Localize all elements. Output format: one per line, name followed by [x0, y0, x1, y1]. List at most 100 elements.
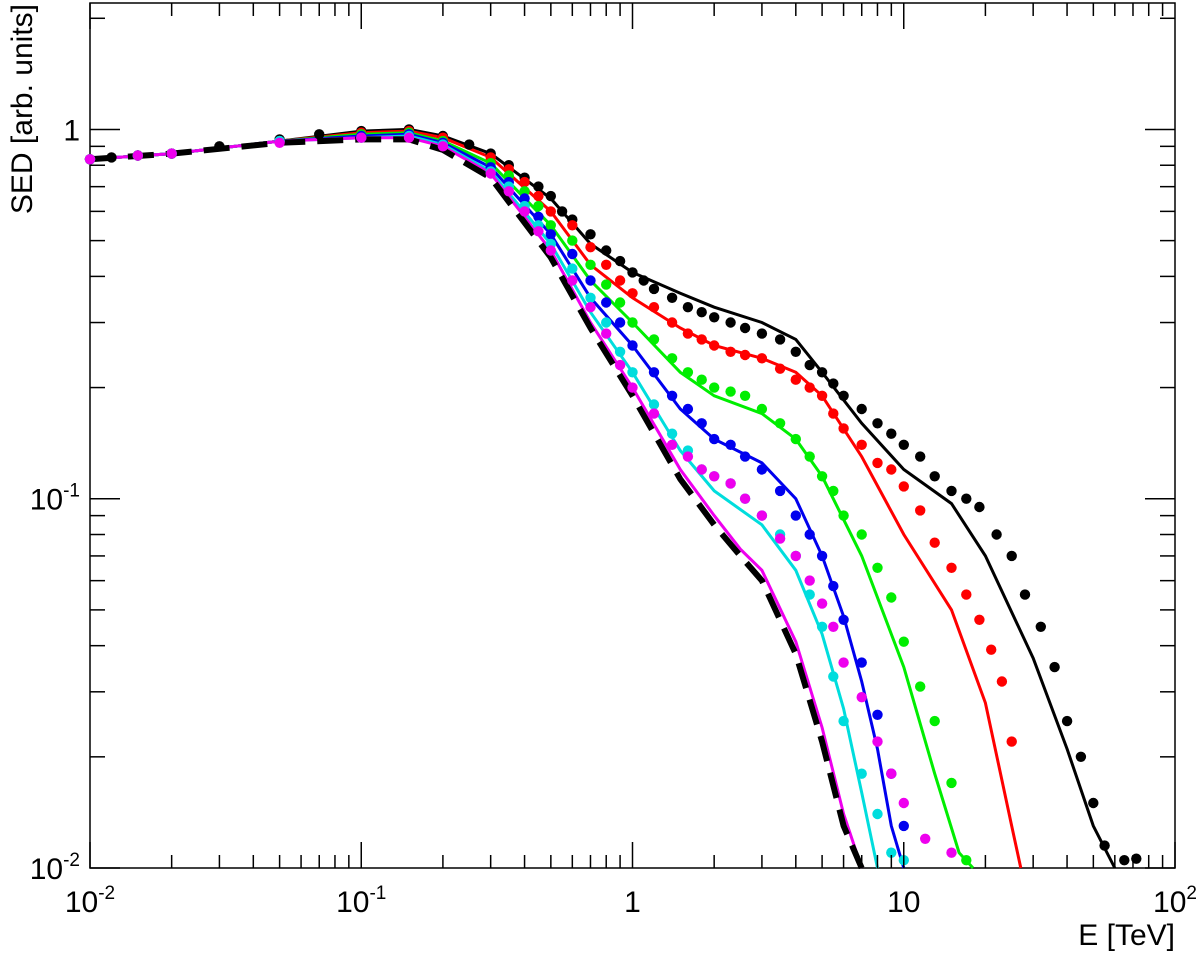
series-1-marker	[1019, 589, 1031, 600]
series-2-marker	[567, 220, 578, 231]
series-6-marker	[946, 847, 957, 858]
series-5-marker	[856, 768, 867, 779]
series-1-marker	[1119, 855, 1130, 866]
series-5-marker	[886, 847, 897, 858]
series-1-marker	[545, 190, 556, 202]
series-1-marker	[961, 493, 972, 504]
series-1-marker	[464, 139, 475, 150]
series-2-marker	[756, 353, 768, 364]
series-1-marker	[756, 328, 768, 339]
series-1-marker	[804, 359, 815, 371]
series-4-marker	[816, 550, 828, 562]
series-6-marker	[614, 359, 626, 371]
series-1-marker	[739, 322, 751, 334]
series-2-marker	[627, 288, 638, 299]
series-2-marker	[828, 408, 839, 419]
series-6-marker	[816, 598, 828, 609]
series-2-marker	[614, 275, 626, 286]
series-1-marker	[915, 451, 926, 462]
series-6-marker	[132, 150, 143, 161]
axis-ticks	[89, 3, 1176, 869]
series-6-marker	[774, 533, 786, 544]
series-2-marker	[898, 481, 909, 492]
series-1-marker	[1088, 797, 1099, 809]
series-1-marker	[627, 267, 638, 278]
series-6-marker	[696, 464, 707, 475]
series-6-marker	[533, 226, 544, 237]
series-6-marker	[682, 451, 694, 462]
series-4-marker	[682, 403, 694, 415]
series-4-marker	[533, 211, 544, 222]
series-2-marker	[886, 464, 897, 475]
series-3-marker	[725, 386, 736, 397]
series-6-marker	[627, 382, 638, 393]
series-4-marker	[545, 229, 556, 240]
series-3-marker	[886, 592, 897, 603]
series-3-marker	[614, 297, 626, 308]
series-1-marker	[106, 152, 117, 163]
series-1-marker	[648, 283, 660, 295]
series-4-marker	[739, 451, 751, 462]
series-1-marker	[1075, 751, 1087, 762]
series-4-marker	[804, 529, 815, 540]
x-tick-label: 1	[624, 886, 641, 919]
series-2-marker	[774, 363, 786, 374]
series-1-marker	[816, 367, 828, 378]
series-3-marker	[856, 529, 867, 540]
marker-layer	[84, 124, 1142, 866]
series-5-marker	[828, 671, 839, 682]
curve-layer	[89, 127, 1117, 870]
series-6-marker	[403, 132, 415, 143]
series-2-marker	[601, 259, 612, 270]
series-1-marker	[614, 255, 626, 267]
series-4-marker	[872, 709, 883, 720]
series-4-marker	[585, 275, 596, 286]
series-5-marker	[666, 428, 678, 439]
series-6-marker	[585, 302, 596, 313]
y-axis-title: SED [arb. units]	[6, 4, 39, 214]
series-3-marker	[533, 200, 544, 212]
series-4-marker	[790, 510, 801, 521]
series-3-marker	[816, 471, 828, 482]
series-2-marker	[816, 390, 828, 401]
series-6-marker	[804, 575, 815, 586]
series-3-marker	[682, 367, 694, 378]
series-4-marker	[567, 248, 578, 260]
series-3-marker	[696, 374, 707, 385]
series-4-marker	[601, 297, 612, 308]
series-2-marker	[961, 589, 972, 600]
series-6-marker	[856, 692, 867, 703]
series-1-marker	[974, 501, 985, 513]
series-3-marker	[648, 334, 660, 345]
series-2-marker	[1006, 736, 1017, 747]
tick-labels: 10-2 10-1 1 10 102 10-2 10-1 1	[30, 114, 1197, 919]
y-tick-label: 10-2	[30, 850, 80, 886]
series-4-marker	[856, 657, 867, 668]
x-tick-label: 10-1	[336, 883, 386, 919]
series-1-marker	[585, 229, 596, 240]
series-1-marker	[709, 312, 720, 323]
series-curve-4	[89, 132, 906, 869]
series-curve-2	[89, 129, 1023, 869]
series-6-marker	[545, 245, 556, 256]
series-2-marker	[648, 302, 660, 313]
series-3-marker	[739, 390, 751, 401]
series-6-marker	[274, 137, 285, 148]
series-3-marker	[666, 353, 678, 364]
series-1-marker	[991, 529, 1002, 540]
series-1-marker	[929, 471, 940, 482]
series-curve-5	[89, 134, 879, 869]
series-4-marker	[725, 439, 736, 450]
series-2-marker	[986, 644, 997, 655]
series-6-marker	[725, 478, 736, 489]
series-1-marker	[1061, 715, 1073, 727]
series-6-marker	[485, 168, 496, 179]
series-1-marker	[898, 439, 909, 450]
series-2-marker	[696, 334, 707, 345]
series-4-marker	[838, 614, 849, 625]
y-tick-label: 10-1	[30, 481, 80, 517]
series-1-marker	[214, 141, 225, 152]
series-3-marker	[585, 259, 596, 270]
series-3-marker	[567, 235, 578, 246]
series-6-marker	[503, 186, 514, 197]
